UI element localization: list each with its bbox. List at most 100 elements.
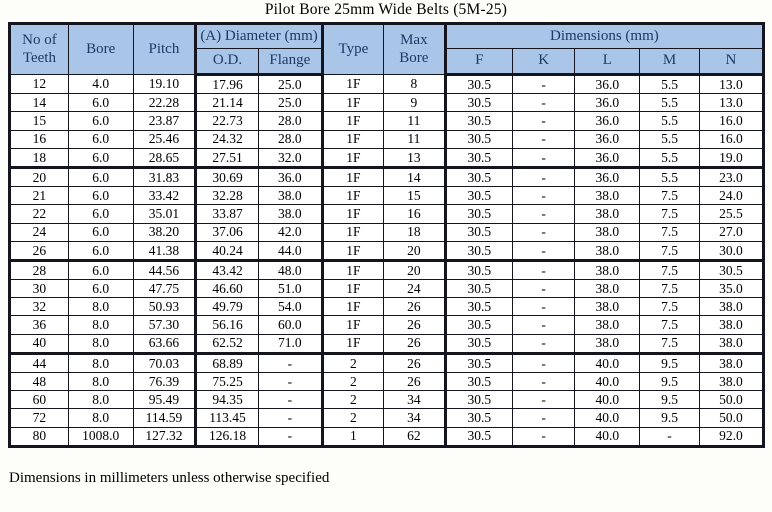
cell-f: 30.5 [443, 111, 513, 131]
cell-n: 23.0 [698, 166, 765, 188]
header-k: K [511, 48, 576, 76]
cell-pitch: 28.65 [132, 147, 197, 169]
cell-pitch: 57.30 [132, 315, 197, 335]
cell-type: 2 [320, 352, 384, 374]
table-row: 22 6.0 35.01 33.87 38.0 1F 16 30.5-38.0 7.5 25.5 [9, 204, 765, 224]
footer-note: Dimensions in millimeters unless otherwi… [9, 470, 330, 486]
table-header: No of Teeth Bore Pitch (A) Diameter (mm)… [9, 23, 765, 76]
cell-od: 49.79 [194, 297, 259, 317]
cell-flange: 54.0 [257, 297, 323, 317]
cell-pitch: 35.01 [132, 204, 197, 224]
cell-m: - [639, 426, 700, 447]
cell-pitch: 95.49 [132, 390, 197, 410]
cell-od: 62.52 [194, 333, 259, 355]
table-row: 24 6.0 38.20 37.06 42.0 1F 18 30.5-38.0 7.5 27.0 [9, 222, 765, 242]
cell-k: - [511, 222, 576, 242]
table-row: 40 8.0 63.66 62.52 71.0 1F 26 30.5-38.0 7.5 38.0 [9, 333, 765, 355]
table-row: 32 8.0 50.93 49.79 54.0 1F 26 30.5-38.0 7.5 38.0 [9, 297, 765, 317]
cell-bore: 8.0 [67, 315, 134, 335]
cell-l: 38.0 [574, 315, 641, 335]
cell-od: 27.51 [194, 147, 259, 169]
table-row: 21 6.0 33.42 32.28 38.0 1F 15 30.5-38.0 7.5 24.0 [9, 186, 765, 206]
cell-m: 7.5 [639, 333, 700, 355]
cell-max-bore: 11 [382, 129, 446, 149]
cell-no-of-teeth: 15 [9, 111, 69, 131]
cell-k: - [511, 315, 576, 335]
cell-pitch: 22.28 [132, 93, 197, 113]
cell-max-bore: 34 [382, 390, 446, 410]
cell-od: 33.87 [194, 204, 259, 224]
cell-m: 7.5 [639, 186, 700, 206]
cell-bore: 6.0 [67, 240, 134, 262]
cell-m: 5.5 [639, 166, 700, 188]
cell-n: 13.0 [698, 73, 765, 95]
cell-od: 94.35 [194, 390, 259, 410]
cell-n: 13.0 [698, 93, 765, 113]
cell-no-of-teeth: 16 [9, 129, 69, 149]
cell-l: 40.0 [574, 371, 641, 392]
cell-n: 19.0 [698, 147, 765, 169]
table-row: 30 6.0 47.75 46.60 51.0 1F 24 30.5-38.0 7.5 35.0 [9, 279, 765, 299]
cell-k: - [511, 371, 576, 392]
cell-pitch: 63.66 [132, 333, 197, 355]
cell-k: - [511, 111, 576, 131]
cell-bore: 6.0 [67, 166, 134, 188]
header-pitch: Pitch [132, 23, 197, 75]
cell-type: 1F [320, 73, 384, 95]
cell-bore: 6.0 [67, 222, 134, 242]
cell-max-bore: 18 [382, 222, 446, 242]
cell-pitch: 127.32 [132, 426, 197, 447]
cell-type: 1F [320, 186, 384, 206]
cell-no-of-teeth: 22 [9, 204, 69, 224]
cell-f: 30.5 [443, 204, 513, 224]
cell-flange: 48.0 [257, 259, 323, 281]
cell-n: 50.0 [698, 408, 765, 428]
cell-m: 7.5 [639, 240, 700, 262]
cell-n: 25.5 [698, 204, 765, 224]
table-row: 44 8.0 70.03 68.89-2 26 30.5-40.0 9.5 38.0 [9, 352, 765, 374]
cell-no-of-teeth: 30 [9, 279, 69, 299]
cell-l: 38.0 [574, 186, 641, 206]
header-flange: Flange [257, 48, 323, 76]
cell-bore: 6.0 [67, 111, 134, 131]
table-row: 26 6.0 41.38 40.24 44.0 1F 20 30.5-38.0 7.5 30.0 [9, 240, 765, 262]
cell-bore: 4.0 [67, 73, 134, 95]
table-row: 12 4.0 19.10 17.96 25.0 1F 8 30.5-36.0 5.5 13.0 [9, 73, 765, 95]
table-row: 60 8.0 95.49 94.35-2 34 30.5-40.0 9.5 50.0 [9, 390, 765, 410]
cell-f: 30.5 [443, 333, 513, 355]
cell-max-bore: 26 [382, 352, 446, 374]
cell-type: 1F [320, 333, 384, 355]
cell-type: 1F [320, 315, 384, 335]
cell-m: 5.5 [639, 73, 700, 95]
cell-m: 7.5 [639, 279, 700, 299]
cell-od: 32.28 [194, 186, 259, 206]
cell-max-bore: 8 [382, 73, 446, 95]
cell-bore: 6.0 [67, 259, 134, 281]
cell-od: 75.25 [194, 371, 259, 392]
cell-n: 24.0 [698, 186, 765, 206]
cell-bore: 6.0 [67, 93, 134, 113]
cell-flange: 60.0 [257, 315, 323, 335]
cell-od: 30.69 [194, 166, 259, 188]
cell-l: 38.0 [574, 333, 641, 355]
cell-k: - [511, 129, 576, 149]
cell-l: 36.0 [574, 93, 641, 113]
cell-n: 30.5 [698, 259, 765, 281]
cell-f: 30.5 [443, 147, 513, 169]
cell-pitch: 41.38 [132, 240, 197, 262]
cell-no-of-teeth: 18 [9, 147, 69, 169]
cell-no-of-teeth: 14 [9, 93, 69, 113]
cell-od: 40.24 [194, 240, 259, 262]
cell-no-of-teeth: 20 [9, 166, 69, 188]
cell-bore: 8.0 [67, 352, 134, 374]
cell-od: 113.45 [194, 408, 259, 428]
cell-pitch: 47.75 [132, 279, 197, 299]
cell-no-of-teeth: 24 [9, 222, 69, 242]
cell-f: 30.5 [443, 371, 513, 392]
cell-f: 30.5 [443, 297, 513, 317]
cell-f: 30.5 [443, 222, 513, 242]
cell-k: - [511, 73, 576, 95]
cell-n: 38.0 [698, 297, 765, 317]
cell-l: 36.0 [574, 73, 641, 95]
cell-max-bore: 26 [382, 333, 446, 355]
